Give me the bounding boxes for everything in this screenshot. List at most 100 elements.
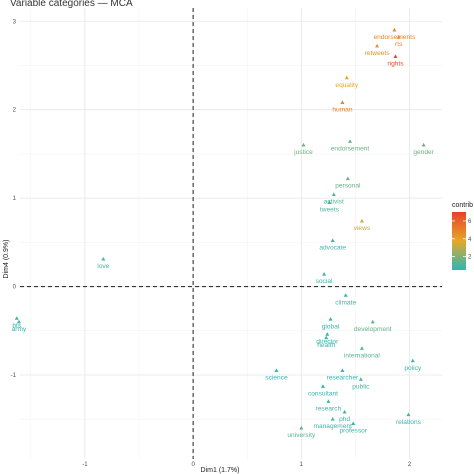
point-label: professor <box>340 428 368 435</box>
point-marker <box>396 34 401 39</box>
point-label: endorsements <box>373 34 415 41</box>
point-university: university <box>287 425 316 439</box>
point-label: health <box>317 342 335 349</box>
point-label: climate <box>335 299 356 306</box>
x-tick-label: 1 <box>300 462 304 468</box>
point-label: international <box>344 352 380 359</box>
point-label: public <box>352 383 370 390</box>
point-health: health <box>317 335 336 349</box>
point-professor: professor <box>340 421 368 435</box>
point-label: consultant <box>308 390 338 397</box>
point-marker <box>274 368 279 372</box>
point-director: director <box>316 332 339 345</box>
point-label: global <box>322 323 340 330</box>
point-retweets: retweets <box>365 43 390 57</box>
legend-tick-label: 6 <box>468 219 472 225</box>
y-tick-label: 1 <box>13 196 17 202</box>
point-label: research <box>316 406 342 413</box>
point-label: army <box>12 326 27 333</box>
point-marker <box>16 319 21 324</box>
chart-title: Variable categories — MCA <box>10 0 133 9</box>
y-tick-label: 3 <box>13 19 17 25</box>
data-points: endorsements retweets rts rights equality hum… <box>12 27 435 439</box>
point-human: human <box>332 100 353 114</box>
point-marker <box>320 384 325 388</box>
point-marker <box>343 293 348 297</box>
point-global: global <box>322 317 340 330</box>
reference-lines <box>20 8 442 459</box>
point-label: rts <box>395 41 403 48</box>
point-marker <box>392 27 397 32</box>
point-bts: bts <box>12 316 22 329</box>
point-label: love <box>97 263 109 270</box>
y-tick-label: 2 <box>13 108 17 114</box>
tick-labels: -1 0 1 2 -1 0 1 2 3 <box>11 19 412 468</box>
point-marker <box>330 417 335 421</box>
point-management: management <box>313 417 352 430</box>
x-tick-label: -1 <box>82 462 88 468</box>
point-marker <box>14 316 19 320</box>
point-public: public <box>352 377 370 390</box>
point-policy: policy <box>404 358 422 372</box>
point-social: social <box>316 271 333 285</box>
point-tweets: tweets <box>320 200 340 214</box>
x-tick-label: 2 <box>408 462 412 468</box>
point-endorsement: endorsement <box>331 139 369 153</box>
point-researcher: researcher <box>327 368 359 382</box>
point-marker <box>301 142 306 147</box>
point-marker <box>328 317 333 321</box>
point-label: gender <box>413 149 434 156</box>
point-marker <box>342 409 347 414</box>
legend-title: contrib <box>452 202 473 209</box>
gridlines <box>20 8 442 459</box>
point-label: development <box>354 326 392 333</box>
point-rts: rts <box>395 34 403 48</box>
point-marker <box>406 412 411 417</box>
point-label: researcher <box>327 375 359 382</box>
point-gender: gender <box>413 142 435 156</box>
point-research: research <box>316 399 342 413</box>
point-marker <box>345 176 350 181</box>
point-climate: climate <box>335 293 356 306</box>
point-label: activist <box>324 199 344 206</box>
x-tick-label: 0 <box>191 462 195 468</box>
point-label: equality <box>335 82 358 89</box>
point-label: advocate <box>319 245 346 252</box>
point-marker <box>325 332 330 336</box>
point-personal: personal <box>335 176 361 190</box>
point-consultant: consultant <box>308 384 338 397</box>
point-marker <box>370 319 375 324</box>
point-army: army <box>12 319 27 333</box>
legend-tick-label: 4 <box>468 237 472 243</box>
point-marker <box>322 271 327 276</box>
point-marker <box>340 368 345 372</box>
point-marker <box>359 346 364 350</box>
point-label: human <box>332 107 352 114</box>
y-axis-label: Dim4 (0.9%) <box>3 240 10 279</box>
point-marker <box>326 399 331 403</box>
point-label: tweets <box>320 207 340 214</box>
point-relations: relations <box>396 412 422 426</box>
point-label: rights <box>387 61 404 68</box>
point-marker <box>327 200 332 204</box>
point-love: love <box>97 256 110 270</box>
color-legend: contrib 2 4 6 <box>452 202 473 270</box>
point-label: social <box>316 278 333 285</box>
point-label: management <box>313 423 352 430</box>
point-marker <box>359 218 364 223</box>
point-marker <box>421 142 426 147</box>
point-label: bts <box>12 322 21 329</box>
point-label: policy <box>404 365 422 372</box>
point-label: director <box>316 338 339 345</box>
point-equality: equality <box>335 75 359 89</box>
point-marker <box>331 192 336 196</box>
point-endorsements: endorsements <box>373 27 416 41</box>
point-justice: justice <box>293 142 313 156</box>
point-label: personal <box>335 183 361 190</box>
point-views: views <box>354 218 371 232</box>
point-label: university <box>287 432 316 439</box>
point-marker <box>410 358 415 363</box>
point-marker <box>358 377 363 381</box>
point-activist: activist <box>324 192 344 206</box>
